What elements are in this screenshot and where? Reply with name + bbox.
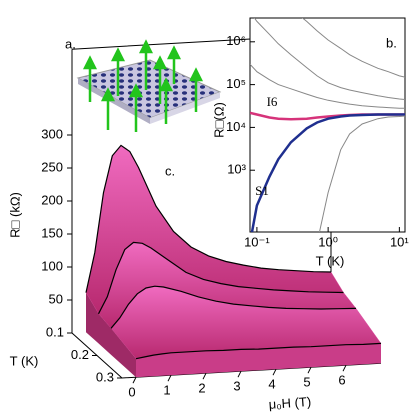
h-tick <box>237 370 242 378</box>
z-tick-label: 300 <box>41 126 63 141</box>
series-line <box>250 113 405 232</box>
z-tick-label: 200 <box>41 192 63 207</box>
series-line <box>250 63 405 109</box>
y-axis-label: R□(Ω) <box>211 102 226 138</box>
h-axis-label: μ₀H (T) <box>268 394 311 412</box>
y-tick-label: 10⁶ <box>226 33 246 48</box>
y-tick-label: 10⁵ <box>226 76 246 91</box>
series-line <box>253 18 405 100</box>
plot-area <box>250 18 405 232</box>
perforated-film <box>76 59 222 119</box>
h-tick-label: 6 <box>338 373 345 388</box>
h-tick-label: 2 <box>198 381 205 396</box>
panel-label: b. <box>386 35 397 50</box>
t-tick-label: 0.1 <box>46 324 64 339</box>
x-tick-label: 10⁰ <box>318 234 338 249</box>
h-tick-label: 1 <box>163 383 170 398</box>
inset-chart: 10⁻¹ 10⁰ 10¹ 10³ 10⁴ 10⁵ 10⁶ T (K) R□(Ω) I6 S1 <box>211 17 409 268</box>
z-tick-label: 100 <box>41 258 63 273</box>
z-tick-label: 150 <box>41 225 63 240</box>
y-tick-label: 10⁴ <box>226 119 246 134</box>
surface-chart: 50 100 150 200 250 300 0.1 0.2 0.3 0 1 2 3 4 5 6 R□ (kΩ)… <box>7 33 382 412</box>
sample-illustration <box>76 39 222 132</box>
z-tick-label: 250 <box>41 159 63 174</box>
surface-curve <box>110 285 357 329</box>
panel-label: a. <box>65 36 76 51</box>
t-tick-label: 0.2 <box>71 347 89 362</box>
z-axis-label: R□ (kΩ) <box>7 192 22 238</box>
surface-side <box>86 292 136 378</box>
h-tick-label: 4 <box>268 377 275 392</box>
series-label: I6 <box>267 94 278 109</box>
h-tick <box>167 374 172 382</box>
inset-frame <box>249 17 406 233</box>
h-tick-label: 3 <box>233 379 240 394</box>
series-label: S1 <box>255 183 269 198</box>
film-edge <box>150 92 220 124</box>
x-tick-label: 10¹ <box>390 234 409 249</box>
surface-curve <box>85 144 332 293</box>
series-line <box>318 115 405 232</box>
panel-label: c. <box>165 163 175 178</box>
h-tick-label: 0 <box>128 385 135 400</box>
x-axis-label: T (K) <box>316 253 345 268</box>
series-line <box>301 18 405 78</box>
h-tick <box>272 368 277 376</box>
h-tick <box>202 372 207 380</box>
field-arrows <box>82 39 204 132</box>
z-tick-label: 50 <box>49 291 63 306</box>
surface-curve <box>97 241 344 315</box>
h-tick <box>307 366 312 374</box>
y-tick-label: 10³ <box>227 162 246 177</box>
h-tick-label: 5 <box>303 375 310 390</box>
x-tick-label: 10⁻¹ <box>244 234 270 249</box>
t-axis-label: T (K) <box>10 353 39 368</box>
h-tick <box>342 364 347 372</box>
t-tick-label: 0.3 <box>96 369 114 384</box>
surface-curve <box>135 342 382 360</box>
h-tick <box>132 376 137 384</box>
